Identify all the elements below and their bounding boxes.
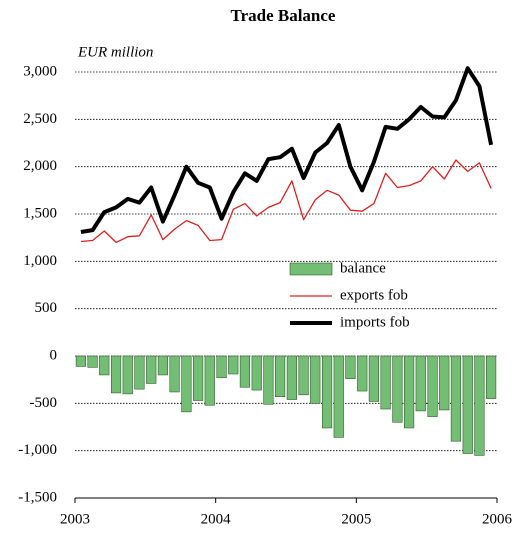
bar [368,355,380,402]
y-axis-label: EUR million [77,44,153,60]
bar [403,355,415,429]
bar [274,355,286,398]
bar [122,355,133,395]
y-tick-label: -500 [30,395,58,411]
line [80,66,494,234]
bar [439,355,450,411]
bar [298,355,309,396]
line [80,159,492,244]
y-tick-label: -1,500 [18,489,57,505]
x-tick-label: 2005 [341,511,371,527]
y-tick-label: 0 [50,347,58,363]
bar [415,355,426,412]
bar [75,355,87,367]
legend-label: balance [340,260,386,276]
legend-label: exports fob [340,287,408,303]
bar [181,355,192,413]
bar [450,355,462,442]
bar [427,355,438,417]
bar [216,355,227,379]
bar [134,355,145,390]
bar [392,355,403,423]
bar [485,355,497,399]
bar [474,355,485,456]
bar [310,355,321,404]
y-tick-label: -1,000 [18,442,57,458]
legend-label: imports fob [340,314,410,330]
bar [110,355,122,394]
y-tick-label: 2,500 [23,111,57,127]
y-tick-label: 1,500 [23,205,57,221]
bar [462,355,473,454]
bar [192,355,204,401]
bar [157,355,169,376]
bar [321,355,333,429]
bar [99,355,110,376]
bar [263,355,274,405]
bar [239,355,251,388]
bar [87,355,98,368]
y-tick-label: 500 [35,300,58,316]
x-tick-label: 2003 [60,511,90,527]
bar [204,355,215,406]
x-tick-label: 2006 [482,511,512,527]
bar [286,355,298,400]
x-tick-label: 2004 [201,511,232,527]
y-tick-label: 3,000 [23,63,57,79]
bar [333,355,344,438]
bar [228,355,239,375]
bar [146,355,157,384]
bar [345,355,356,380]
bar [169,355,180,393]
y-tick-label: 2,000 [23,158,57,174]
legend-swatch [289,262,333,276]
bar [380,355,391,410]
bar [251,355,262,391]
bar [357,355,368,392]
chart-title: Trade Balance [231,6,336,25]
y-tick-label: 1,000 [23,253,57,269]
